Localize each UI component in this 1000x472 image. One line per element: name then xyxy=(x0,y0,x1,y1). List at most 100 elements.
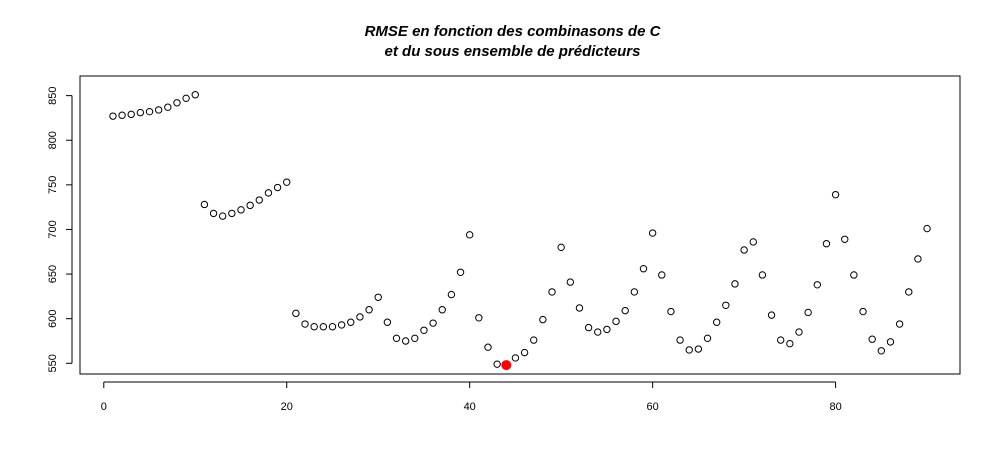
data-point xyxy=(740,246,748,254)
data-point xyxy=(301,320,309,328)
data-point xyxy=(310,323,318,331)
data-point xyxy=(712,318,721,326)
data-point xyxy=(777,336,785,344)
y-tick-label: 800 xyxy=(47,131,59,149)
data-point xyxy=(484,343,492,351)
data-point xyxy=(566,278,575,286)
data-point xyxy=(722,301,730,309)
data-point xyxy=(850,271,858,279)
y-tick-label: 650 xyxy=(47,265,59,283)
data-point xyxy=(575,304,584,312)
x-tick-label: 40 xyxy=(464,401,476,413)
data-point xyxy=(694,345,703,353)
data-point xyxy=(127,110,135,119)
data-point xyxy=(895,320,904,328)
data-point xyxy=(539,315,547,324)
data-point xyxy=(493,360,501,368)
data-point xyxy=(456,268,465,276)
data-point xyxy=(868,335,876,343)
data-point xyxy=(383,318,392,326)
min-rmse-point xyxy=(501,360,512,371)
data-point xyxy=(914,255,922,263)
data-point xyxy=(621,306,629,315)
data-point xyxy=(237,206,245,214)
data-point xyxy=(465,231,474,239)
data-point xyxy=(118,111,126,119)
data-point xyxy=(438,306,446,314)
data-point xyxy=(191,91,199,99)
data-point xyxy=(923,224,931,233)
chart-title: RMSE en fonction des combinasons de C et… xyxy=(364,23,661,60)
data-point xyxy=(475,314,483,322)
data-point xyxy=(200,200,209,209)
data-point xyxy=(676,336,684,344)
data-point xyxy=(584,323,593,332)
data-point xyxy=(401,337,410,345)
data-point xyxy=(283,178,291,186)
data-point xyxy=(639,265,648,273)
data-point xyxy=(630,288,639,296)
data-point xyxy=(667,307,675,316)
data-point xyxy=(273,183,282,192)
x-tick-label: 20 xyxy=(281,401,293,413)
data-point xyxy=(337,321,346,329)
data-point xyxy=(877,347,886,355)
y-axis: 550 600 650 700 750 800 850 xyxy=(47,86,73,372)
data-point xyxy=(182,94,190,103)
data-point xyxy=(109,112,117,120)
data-point xyxy=(392,334,401,343)
data-point xyxy=(612,317,620,326)
data-point xyxy=(731,280,739,288)
y-tick-label: 850 xyxy=(47,86,59,104)
data-point xyxy=(831,190,840,199)
data-point xyxy=(264,189,273,197)
data-point xyxy=(886,338,895,346)
data-point xyxy=(319,323,328,331)
data-point xyxy=(594,328,602,336)
x-tick-label: 60 xyxy=(647,401,659,413)
data-point xyxy=(767,311,776,319)
data-point xyxy=(164,103,172,111)
data-point xyxy=(145,107,154,116)
data-point xyxy=(905,288,913,296)
data-point xyxy=(749,238,757,246)
data-point xyxy=(520,348,529,357)
y-tick-label: 750 xyxy=(47,176,59,194)
data-point xyxy=(228,209,236,218)
data-point xyxy=(347,318,355,326)
data-point xyxy=(841,235,849,243)
data-point xyxy=(173,99,181,107)
data-point xyxy=(246,201,254,210)
data-point xyxy=(154,106,163,114)
data-point xyxy=(292,309,300,318)
data-point xyxy=(255,196,263,204)
x-tick-label: 0 xyxy=(101,401,107,413)
data-point xyxy=(420,326,428,334)
data-point xyxy=(804,308,812,317)
data-point xyxy=(557,243,565,252)
data-point xyxy=(786,339,794,348)
data-point xyxy=(447,290,456,299)
data-point xyxy=(136,108,145,117)
data-point xyxy=(813,281,821,289)
y-tick-label: 700 xyxy=(47,220,59,238)
data-point xyxy=(685,346,693,354)
y-tick-label: 600 xyxy=(47,310,59,328)
data-point xyxy=(648,229,657,237)
plot-frame xyxy=(79,75,961,375)
data-point xyxy=(822,240,831,248)
data-point xyxy=(511,354,520,362)
data-point xyxy=(209,209,218,218)
data-point xyxy=(859,307,867,316)
data-point xyxy=(429,319,437,327)
data-point xyxy=(758,271,767,279)
data-point xyxy=(603,325,611,334)
data-point xyxy=(219,212,227,220)
data-points xyxy=(109,91,931,371)
data-point xyxy=(548,288,556,296)
data-point xyxy=(658,271,666,279)
data-point xyxy=(703,334,712,343)
data-point xyxy=(374,293,382,301)
data-point xyxy=(356,313,364,321)
